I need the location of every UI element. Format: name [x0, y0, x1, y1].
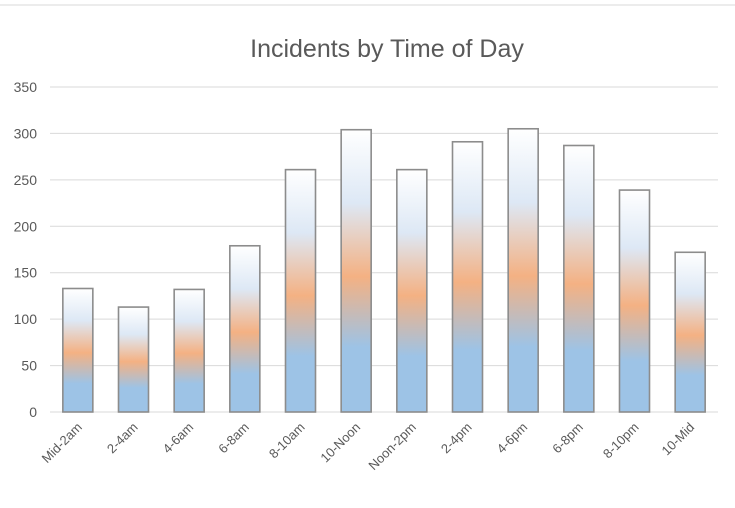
bar-8-10pm	[618, 189, 651, 413]
chart-title: Incidents by Time of Day	[250, 35, 524, 63]
bar-8-10am	[284, 168, 317, 413]
y-tick-label: 100	[14, 311, 38, 327]
y-tick-label: 200	[14, 218, 38, 234]
bar-2-4am	[117, 306, 150, 413]
bar-noon-2pm	[396, 168, 428, 413]
bar-2-4pm	[451, 140, 484, 413]
bar-6-8am	[229, 244, 261, 413]
bar-4-6pm	[507, 127, 539, 413]
bar-6-8pm	[563, 144, 595, 413]
bar-4-6am	[173, 288, 205, 413]
bar-10-mid	[674, 251, 706, 413]
bar-mid-2am	[62, 287, 94, 413]
gridlines	[50, 86, 718, 413]
y-tick-label: 350	[14, 79, 38, 95]
bar-10-noon	[340, 128, 372, 413]
y-tick-label: 300	[14, 125, 38, 141]
y-tick-label: 150	[14, 265, 38, 281]
bars	[62, 127, 706, 413]
y-tick-label: 250	[14, 172, 38, 188]
y-axis-tick-labels: 0 50 100 150 200 250 300 350	[14, 79, 38, 420]
y-tick-label: 50	[21, 358, 37, 374]
y-tick-label: 0	[29, 404, 37, 420]
